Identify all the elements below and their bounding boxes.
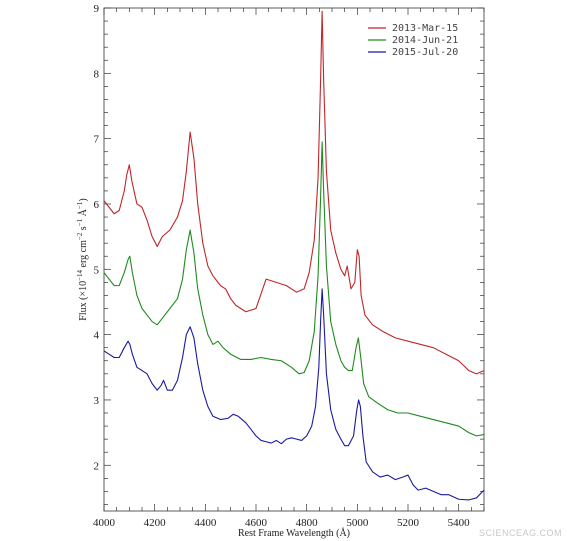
legend-label: 2015-Jul-20 — [392, 47, 458, 58]
plot-frame — [103, 7, 485, 512]
x-tick-label: 4600 — [245, 517, 268, 529]
y-tick-label: 7 — [94, 134, 100, 146]
series-line-1 — [104, 10, 484, 375]
y-tick-label: 4 — [94, 330, 100, 342]
x-tick-label: 5400 — [448, 517, 471, 529]
y-axis-title-exp1: −14 — [76, 269, 84, 280]
y-axis-title-post: ) — [78, 198, 89, 201]
y-tick-label: 6 — [94, 199, 100, 211]
x-tick-label: 4000 — [93, 517, 116, 529]
x-tick-label: 5000 — [346, 517, 369, 529]
x-axis: 4000 4200 4400 4600 4800 5000 5200 5400 — [93, 8, 485, 529]
series-line-2 — [104, 141, 484, 437]
y-tick-label: 5 — [94, 264, 100, 276]
x-tick-label: 4200 — [144, 517, 167, 529]
plot-area — [103, 7, 485, 512]
series-line-3 — [104, 288, 484, 501]
y-axis-title-mid2: s — [78, 226, 89, 233]
y-axis-title-exp3: −1 — [76, 218, 84, 226]
y-axis-title-mid1: erg cm — [78, 240, 89, 270]
y-axis-title-mid3: Å — [77, 208, 89, 219]
y-tick-label: 9 — [94, 3, 100, 15]
y-axis-title-exp4: −1 — [76, 201, 84, 209]
watermark-text: SCIENCEAG.COM — [479, 528, 562, 538]
y-tick-label: 8 — [94, 68, 100, 80]
y-axis-title-exp2: −2 — [76, 232, 84, 240]
y-tick-label: 2 — [94, 460, 100, 472]
x-tick-label: 4400 — [194, 517, 217, 529]
legend-label: 2014-Jun-21 — [392, 35, 458, 46]
series-layer — [104, 10, 484, 501]
y-axis-title-pre: Flux (×10 — [78, 281, 89, 321]
x-axis-title: Rest Frame Wavelength (Å) — [238, 527, 350, 539]
x-tick-label: 4800 — [296, 517, 319, 529]
y-axis-title: Flux (×10−14 erg cm−2 s−1 Å−1) — [76, 198, 89, 320]
y-tick-label: 3 — [94, 395, 100, 407]
y-axis: 2 3 4 5 6 7 8 9 — [94, 3, 484, 505]
x-tick-label: 5200 — [397, 517, 420, 529]
legend-label: 2013-Mar-15 — [392, 23, 458, 34]
